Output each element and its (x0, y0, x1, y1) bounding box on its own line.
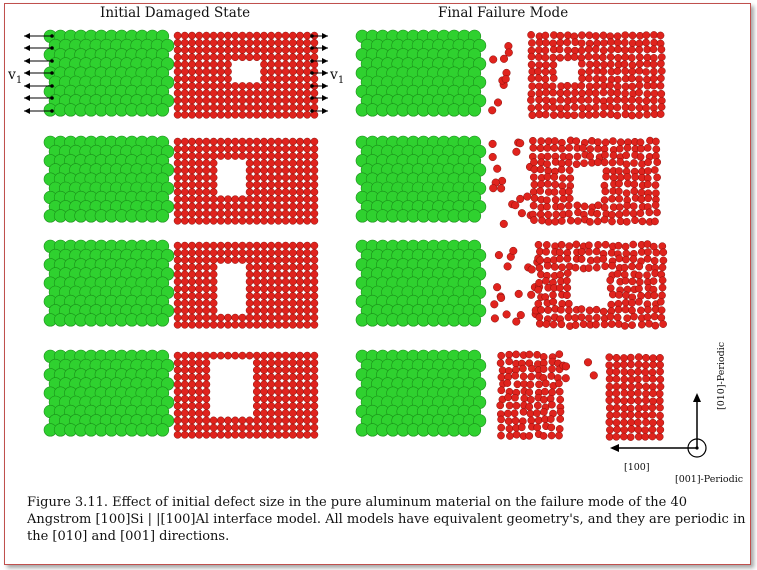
figure-caption: Figure 3.11. Effect of initial defect si… (27, 495, 746, 544)
initial-panel-3 (43, 239, 319, 329)
axis-010-label: [010]-Periodic (716, 342, 727, 410)
md-simulation-figure: v1 v1 [010]-Periodic [100] [001]-Periodi… (7, 29, 743, 485)
failure-panel-3 (355, 239, 668, 330)
axis-001-circle (687, 438, 707, 458)
initial-panel-2 (43, 135, 319, 225)
axis-100-arrowhead (610, 444, 619, 452)
failure-panel-2 (355, 135, 662, 228)
initial-panel-4 (43, 349, 319, 439)
axis-100-label: [100] (624, 462, 650, 473)
failure-mode-title: Final Failure Mode (438, 5, 569, 21)
axis-010-arrowhead (693, 393, 701, 402)
velocity-arrows (24, 33, 328, 114)
atom-panels (43, 29, 668, 441)
initial-panel-1 (43, 29, 319, 119)
axis-indicator: [010]-Periodic [100] [001]-Periodic (610, 342, 743, 485)
axis-001-dot (695, 446, 699, 450)
initial-state-title: Initial Damaged State (100, 5, 251, 21)
failure-panel-1 (355, 29, 666, 120)
velocity-label-left: v1 (7, 67, 22, 86)
velocity-label-right: v1 (329, 67, 344, 86)
axis-001-label: [001]-Periodic (675, 474, 743, 485)
failure-panel-4 (355, 349, 665, 441)
